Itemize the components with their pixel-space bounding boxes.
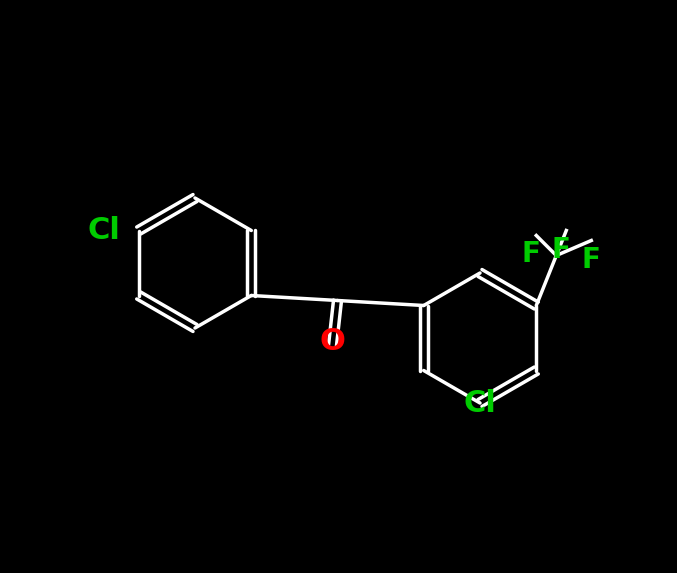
Text: O: O [320,327,345,355]
Text: F: F [552,236,571,264]
Text: Cl: Cl [464,389,496,418]
Text: Cl: Cl [88,216,121,245]
Text: F: F [522,241,541,269]
Text: F: F [582,245,600,273]
